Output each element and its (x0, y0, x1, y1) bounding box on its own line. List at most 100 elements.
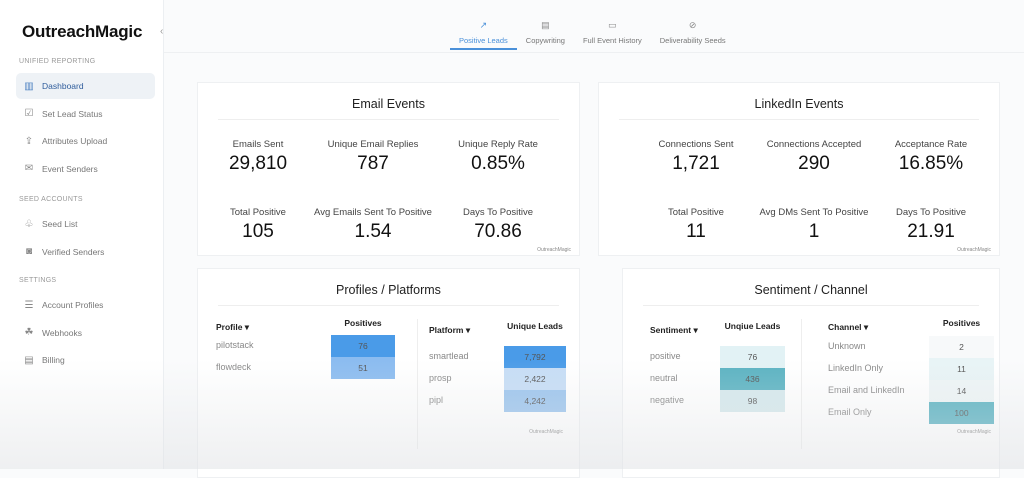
tab-label: Copywriting (525, 36, 565, 45)
sidebar-item-verified-senders[interactable]: ◙ Verified Senders (16, 239, 155, 265)
card-title: Sentiment / Channel (754, 283, 868, 297)
metric-value: 1,721 (672, 153, 720, 174)
metric-value: 29,810 (228, 153, 288, 174)
metric-label: Total Positive (230, 207, 286, 218)
edit-icon: ☑ (24, 108, 34, 119)
sidebar-item-label: Webhooks (42, 327, 83, 338)
metric: Unique Email Replies 787 (308, 139, 438, 175)
metric-label: Acceptance Rate (894, 139, 968, 150)
document-icon: ▤ (541, 20, 550, 30)
metric-label: Emails Sent (232, 139, 284, 150)
check-circle-icon: ⊘ (688, 20, 697, 30)
row-label: Email and LinkedIn (828, 385, 905, 395)
row-value: 11 (929, 358, 994, 380)
metric-value: 1.54 (354, 221, 392, 242)
row-label: positive (650, 351, 681, 361)
metric-value: 1 (808, 221, 820, 242)
row-value: 7,792 (504, 346, 566, 368)
divider (619, 119, 979, 120)
card-title: Email Events (352, 97, 425, 111)
row-label: Unknown (828, 341, 866, 351)
tab-label: Positive Leads (459, 36, 508, 45)
divider (643, 305, 979, 306)
column-header[interactable]: Unique Leads (507, 321, 563, 331)
tab-bar: ↗ Positive Leads ▤ Copywriting ▭ Full Event H… (450, 20, 735, 50)
metric: Days To Positive 70.86 (433, 207, 563, 243)
sidebar: OutreachMagic ‹ UNIFIED REPORTING ▥ Dashbo… (0, 0, 164, 469)
section-heading: UNIFIED REPORTING (19, 58, 96, 65)
row-label: negative (650, 395, 685, 405)
metric: Total Positive 11 (631, 207, 761, 243)
metric: Avg Emails Sent To Positive 1.54 (308, 207, 438, 243)
row-label: pipl (429, 395, 444, 405)
tab-full-event-history[interactable]: ▭ Full Event History (574, 20, 651, 50)
tab-positive-leads[interactable]: ↗ Positive Leads (450, 20, 517, 50)
collapse-sidebar-icon[interactable]: ‹ (160, 26, 164, 37)
linkedin-events-card: LinkedIn Events Connections Sent 1,721 Con… (598, 82, 1000, 256)
sidebar-item-webhooks[interactable]: ☘ Webhooks (16, 320, 155, 346)
column-header-dropdown[interactable]: Profile ▾ (216, 322, 250, 332)
row-value: 436 (720, 368, 785, 390)
metric-label: Days To Positive (462, 207, 534, 218)
row-label: flowdeck (216, 362, 252, 372)
column-header[interactable]: Positives (942, 318, 981, 328)
metric: Acceptance Rate 16.85% (866, 139, 996, 175)
metric-value: 21.91 (907, 221, 955, 242)
sidebar-item-event-senders[interactable]: ✉ Event Senders (16, 156, 155, 182)
row-value: 100 (929, 402, 994, 424)
logo: OutreachMagic (22, 22, 143, 41)
sentiment-channel-card: Sentiment / Channel Sentiment ▾ Unqiue Le… (622, 268, 1000, 478)
row-value: 2 (929, 336, 994, 358)
metric-value: 11 (686, 221, 706, 242)
divider (218, 119, 559, 120)
column-header[interactable]: Positives (344, 318, 382, 328)
column-header-dropdown[interactable]: Sentiment ▾ (650, 325, 698, 335)
tab-deliverability-seeds[interactable]: ⊘ Deliverability Seeds (651, 20, 735, 50)
metric-label: Days To Positive (895, 207, 967, 218)
sidebar-item-set-lead-status[interactable]: ☑ Set Lead Status (16, 101, 155, 127)
watermark-logo: OutreachMagic (529, 429, 563, 435)
sidebar-item-label: Account Profiles (42, 300, 104, 310)
metric-value: 0.85% (471, 153, 525, 174)
metric: Unique Reply Rate 0.85% (433, 139, 563, 175)
row-value: 76 (331, 335, 395, 357)
metric-value: 16.85% (898, 153, 964, 174)
row-value: 2,422 (504, 368, 566, 390)
metric-label: Unique Email Replies (327, 139, 419, 150)
metric: Avg DMs Sent To Positive 1 (749, 207, 879, 243)
column-header-dropdown[interactable]: Platform ▾ (429, 325, 471, 335)
metric-value: 70.86 (474, 221, 522, 242)
tab-copywriting[interactable]: ▤ Copywriting (517, 20, 574, 50)
metric-label: Unique Reply Rate (458, 139, 538, 150)
watermark-logo: OutreachMagic (957, 429, 991, 435)
row-value: 4,242 (504, 390, 566, 412)
tab-label: Full Event History (582, 36, 642, 45)
sidebar-item-seed-list[interactable]: ♧ Seed List (16, 211, 155, 237)
metric-value: 105 (242, 221, 274, 242)
column-header-dropdown[interactable]: Channel ▾ (828, 322, 869, 332)
sidebar-item-dashboard[interactable]: ▥ Dashboard (16, 73, 155, 99)
sidebar-item-account-profiles[interactable]: ☰ Account Profiles (16, 292, 155, 318)
sidebar-item-billing[interactable]: ▤ Billing (16, 347, 155, 373)
receipt-icon: ▤ (24, 354, 34, 366)
row-label: LinkedIn Only (828, 363, 884, 373)
metric-label: Total Positive (668, 207, 724, 218)
row-value: 98 (720, 390, 785, 412)
seedling-icon: ♧ (24, 218, 34, 230)
webhook-icon: ☘ (24, 327, 34, 338)
metric: Connections Sent 1,721 (631, 139, 761, 175)
sidebar-item-label: Billing (42, 355, 65, 365)
row-label: prosp (429, 373, 452, 383)
column-header[interactable]: Unqiue Leads (724, 321, 781, 331)
divider (417, 319, 418, 449)
mail-icon: ✉ (24, 163, 34, 174)
profiles-platforms-card: Profiles / Platforms Profile ▾ Positives p… (197, 268, 580, 478)
sidebar-item-attributes-upload[interactable]: ⇪ Attributes Upload (16, 128, 155, 154)
metric: Total Positive 105 (193, 207, 323, 243)
row-value: 51 (331, 357, 395, 379)
bar-chart-icon: ▥ (24, 80, 34, 92)
sidebar-item-label: Set Lead Status (42, 108, 103, 119)
row-value: 76 (720, 346, 785, 368)
row-label: pilotstack (216, 340, 254, 350)
watermark-logo: OutreachMagic (537, 247, 571, 253)
